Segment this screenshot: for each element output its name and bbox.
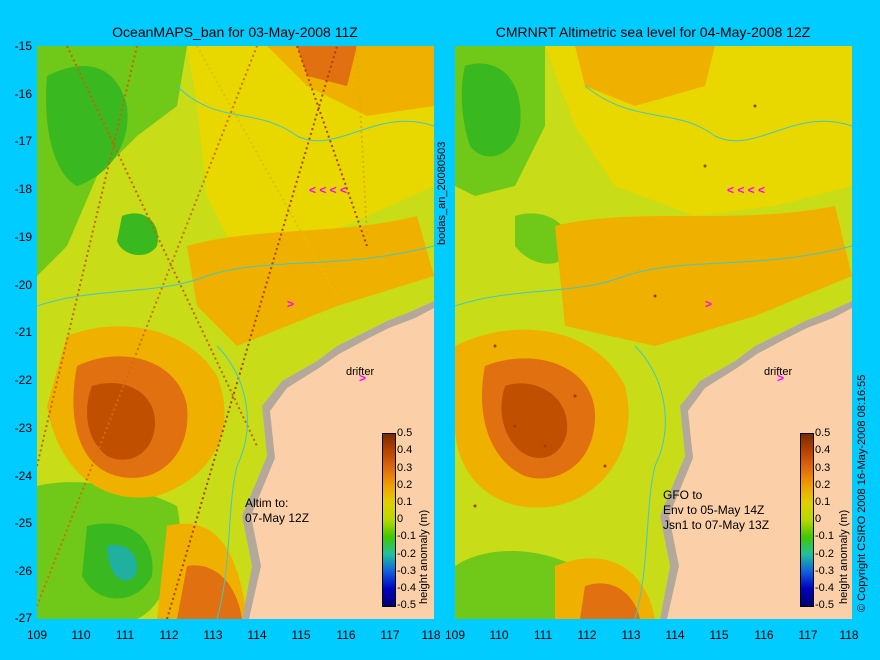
- lon-tick: 118: [839, 628, 859, 642]
- colorbar-tick: -0.2: [397, 548, 416, 560]
- right-altimetry-note: GFO to Env to 05-May 14Z Jsn1 to 07-May …: [663, 488, 770, 532]
- colorbar-tick: 0.4: [397, 444, 413, 456]
- colorbar-tick: 0.2: [397, 479, 413, 491]
- lon-tick: 110: [489, 628, 509, 642]
- lon-tick: 112: [159, 628, 179, 642]
- colorbar-tick: 0.4: [815, 444, 831, 456]
- right-colorbar: [800, 433, 814, 607]
- colorbar-tick: -0.4: [815, 582, 834, 594]
- colorbar-tick: 0.5: [815, 427, 831, 439]
- left-map-panel: < < < < > >: [37, 46, 434, 619]
- left-colorbar-label: height anomaly (m): [418, 509, 430, 604]
- lon-tick: 110: [71, 628, 91, 642]
- right-map-title: CMRNRT Altimetric sea level for 04-May-2…: [495, 24, 811, 40]
- right-drifter-label: drifter: [764, 366, 793, 378]
- lat-tick: -19: [14, 230, 32, 244]
- lat-tick: -20: [14, 278, 32, 292]
- colorbar-tick: 0.3: [397, 462, 413, 474]
- colorbar-tick: 0.2: [815, 479, 831, 491]
- lon-tick: 116: [336, 628, 356, 642]
- right-colorbar-label: height anomaly (m): [838, 509, 850, 604]
- lon-tick: 115: [709, 628, 729, 642]
- colorbar-tick: 0: [815, 513, 822, 525]
- lon-tick: 111: [533, 628, 553, 642]
- lon-tick: 113: [621, 628, 641, 642]
- colorbar-tick: 0.1: [397, 496, 413, 508]
- colorbar-tick: -0.3: [815, 565, 834, 577]
- left-drifter-label: drifter: [346, 366, 375, 378]
- colorbar-tick: 0.5: [397, 427, 413, 439]
- colorbar-tick: 0.1: [815, 496, 831, 508]
- colorbar-tick: -0.2: [815, 548, 834, 560]
- lat-tick: -27: [14, 611, 32, 625]
- lon-tick: 114: [247, 628, 267, 642]
- lat-tick: -25: [14, 516, 32, 530]
- lat-tick: -17: [14, 134, 32, 148]
- lon-tick: 115: [291, 628, 311, 642]
- svg-text:>: >: [777, 371, 784, 385]
- left-map-title: OceanMAPS_ban for 03-May-2008 11Z: [112, 24, 358, 40]
- lat-tick: -22: [14, 373, 32, 387]
- copyright-label: © Copyright CSIRO 2008 16-May-2008 08:16…: [856, 374, 868, 612]
- lat-tick: -16: [14, 87, 32, 101]
- lat-tick: -15: [14, 39, 32, 53]
- analysis-id-label: bodas_an_20080503: [436, 141, 448, 245]
- colorbar-tick: -0.4: [397, 582, 416, 594]
- lon-tick: 118: [421, 628, 441, 642]
- lat-tick: -26: [14, 564, 32, 578]
- lon-tick: 117: [798, 628, 818, 642]
- colorbar-tick: 0.3: [815, 462, 831, 474]
- svg-text:>: >: [359, 371, 366, 385]
- colorbar-tick: -0.3: [397, 565, 416, 577]
- lat-tick: -23: [14, 421, 32, 435]
- left-altimetry-note: Altim to: 07-May 12Z: [245, 496, 310, 525]
- colorbar-tick: -0.1: [397, 530, 416, 542]
- svg-text:< < < <: < < < <: [309, 183, 347, 197]
- lat-tick: -21: [14, 325, 32, 339]
- lat-tick: -18: [14, 182, 32, 196]
- svg-text:< < < <: < < < <: [727, 183, 765, 197]
- colorbar-tick: -0.5: [397, 599, 416, 611]
- lon-tick: 109: [444, 628, 466, 642]
- left-colorbar: [382, 433, 396, 607]
- lon-tick: 113: [203, 628, 223, 642]
- lat-tick: -24: [14, 469, 32, 483]
- svg-text:>: >: [287, 297, 294, 311]
- colorbar-tick: 0: [397, 513, 404, 525]
- lon-tick: 111: [115, 628, 135, 642]
- right-map-panel: < < < < > >: [455, 46, 852, 619]
- lon-tick: 109: [26, 628, 48, 642]
- colorbar-tick: -0.1: [815, 530, 834, 542]
- lon-tick: 116: [754, 628, 774, 642]
- lon-tick: 112: [577, 628, 597, 642]
- colorbar-tick: -0.5: [815, 599, 834, 611]
- lon-tick: 117: [380, 628, 400, 642]
- svg-text:>: >: [705, 297, 712, 311]
- lon-tick: 114: [665, 628, 685, 642]
